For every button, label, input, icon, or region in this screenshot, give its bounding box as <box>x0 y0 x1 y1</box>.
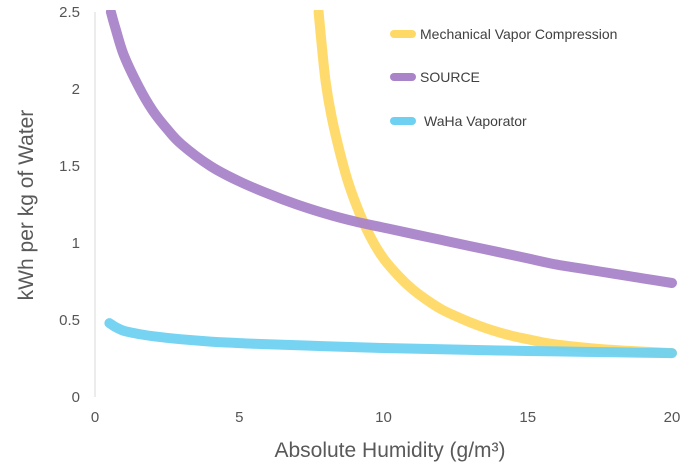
series-line-1 <box>313 10 677 359</box>
series-line-3 <box>104 318 677 359</box>
y-tick-label: 2 <box>72 81 80 98</box>
plot-lines <box>104 10 677 359</box>
y-tick-labels: 0 0.5 1 1.5 2 2.5 <box>59 4 80 406</box>
series-line-2 <box>105 10 677 288</box>
x-axis-title: Absolute Humidity (g/m³) <box>274 439 505 462</box>
y-tick-label: 0.5 <box>59 312 80 329</box>
x-tick-label: 0 <box>91 409 99 426</box>
y-axis-title: kWh per kg of Water <box>15 110 38 301</box>
x-tick-label: 5 <box>235 409 243 426</box>
x-tick-label: 15 <box>519 409 536 426</box>
legend: Mechanical Vapor Compression SOURCE WaHa V… <box>390 26 617 129</box>
y-tick-label: 1 <box>72 235 80 252</box>
x-tick-labels: 0 5 10 15 20 <box>91 409 681 426</box>
y-tick-label: 2.5 <box>59 4 80 21</box>
legend-label: SOURCE <box>420 69 480 85</box>
y-tick-label: 1.5 <box>59 158 80 175</box>
x-tick-label: 20 <box>664 409 681 426</box>
x-tick-label: 10 <box>375 409 392 426</box>
legend-label: WaHa Vaporator <box>424 113 527 129</box>
legend-label: Mechanical Vapor Compression <box>420 26 617 42</box>
y-tick-label: 0 <box>72 389 80 406</box>
